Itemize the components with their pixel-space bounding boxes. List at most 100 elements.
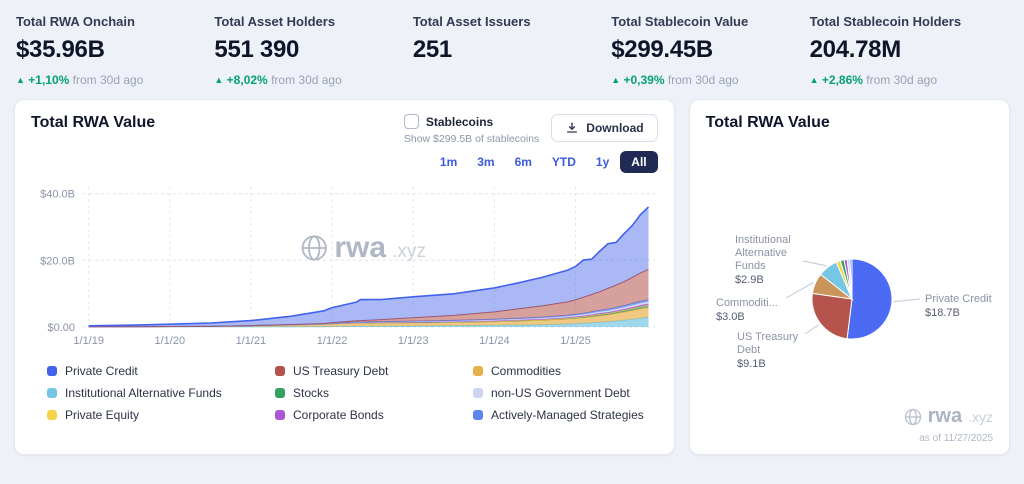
legend-swatch (473, 366, 483, 376)
svg-text:$9.1B: $9.1B (737, 358, 766, 370)
up-triangle-icon: ▲ (809, 75, 819, 85)
legend-swatch (47, 366, 57, 376)
legend-label: US Treasury Debt (293, 364, 389, 378)
stablecoins-toggle-block: Stablecoins Show $299.5B of stablecoins (403, 114, 540, 145)
stat-value: $35.96B (16, 36, 105, 63)
range-tab-all[interactable]: All (620, 151, 658, 173)
chart-card-title: Total RWA Value (31, 114, 156, 131)
legend-swatch (473, 388, 483, 398)
legend-label: Corporate Bonds (293, 408, 384, 422)
legend-item[interactable]: Private Equity (47, 408, 275, 422)
legend-item[interactable]: Corporate Bonds (275, 408, 473, 422)
cards-row: Total RWA Value Stablecoins Show $299.5B… (14, 99, 1010, 455)
stat-card: Total Asset Holders 551 390 ▲ +8,02% from … (214, 14, 412, 87)
legend-label: Institutional Alternative Funds (65, 386, 222, 400)
range-tab-1y[interactable]: 1y (587, 151, 618, 173)
stat-label: Total Stablecoin Holders (809, 14, 962, 29)
legend-item[interactable]: Institutional Alternative Funds (47, 386, 275, 400)
legend-item[interactable]: Private Credit (47, 364, 275, 378)
svg-text:1/1/24: 1/1/24 (479, 335, 510, 347)
stat-label: Total RWA Onchain (16, 14, 135, 29)
up-triangle-icon: ▲ (16, 75, 25, 85)
chart-controls: Stablecoins Show $299.5B of stablecoins … (403, 114, 658, 145)
area-chart-wrap: $0.00 $20.0B $40.0B 1/1/19 1/1/20 1/1/21 1/1/2… (31, 177, 658, 354)
svg-text:Commoditi...: Commoditi... (716, 297, 778, 309)
legend-item[interactable]: Commodities (473, 364, 658, 378)
svg-text:1/1/21: 1/1/21 (236, 335, 267, 347)
stat-change: ▲ +1,10% from 30d ago (16, 73, 144, 87)
total-rwa-value-pie-card: Total RWA Value Private Credit $18.7B US T… (688, 99, 1010, 455)
legend-label: Commodities (491, 364, 562, 378)
stat-label: Total Asset Issuers (412, 14, 531, 29)
stat-value: 251 (412, 36, 452, 63)
legend-label: Private Credit (65, 364, 138, 378)
range-tab-6m[interactable]: 6m (506, 151, 541, 173)
stablecoins-label[interactable]: Stablecoins (425, 114, 494, 129)
legend-swatch (473, 410, 483, 420)
svg-text:1/1/25: 1/1/25 (560, 335, 591, 347)
legend-label: non-US Government Debt (491, 386, 630, 400)
stat-value: 204.78M (809, 36, 902, 63)
stat-change: ▲ +2,86% from 30d ago (809, 73, 937, 87)
svg-text:Funds: Funds (735, 260, 766, 272)
download-icon (567, 122, 578, 133)
legend-swatch (275, 366, 285, 376)
stat-value: 551 390 (214, 36, 300, 63)
left-card-header: Total RWA Value Stablecoins Show $299.5B… (31, 114, 658, 145)
legend-item[interactable]: non-US Government Debt (473, 386, 658, 400)
range-tab-1m[interactable]: 1m (431, 151, 466, 173)
svg-text:Institutional: Institutional (735, 234, 791, 246)
stablecoins-caption: Show $299.5B of stablecoins (403, 133, 540, 145)
svg-text:1/1/23: 1/1/23 (398, 335, 429, 347)
svg-text:$0.00: $0.00 (47, 322, 75, 334)
as-of-date: as of 11/27/2025 (919, 433, 993, 444)
legend-item[interactable]: Stocks (275, 386, 473, 400)
pie-card-title: Total RWA Value (705, 114, 830, 131)
svg-text:US Treasury: US Treasury (737, 331, 799, 343)
rwa-dashboard: Total RWA Onchain $35.96B ▲ +1,10% from 30… (14, 12, 1010, 455)
legend-item[interactable]: US Treasury Debt (275, 364, 473, 378)
range-tabs: 1m 3m 6m YTD 1y All (31, 151, 658, 173)
stat-value: $299.45B (611, 36, 713, 63)
legend-swatch (47, 388, 57, 398)
svg-text:$20.0B: $20.0B (40, 255, 75, 267)
legend-swatch (275, 410, 285, 420)
stat-card: Total Stablecoin Holders 204.78M ▲ +2,86% … (810, 14, 1008, 87)
download-button[interactable]: Download (551, 114, 658, 142)
svg-text:Debt: Debt (737, 344, 760, 356)
download-label: Download (586, 121, 644, 135)
svg-text:1/1/20: 1/1/20 (155, 335, 186, 347)
svg-text:$2.9B: $2.9B (735, 274, 764, 286)
legend-label: Actively-Managed Strategies (491, 408, 644, 422)
stat-card: Total RWA Onchain $35.96B ▲ +1,10% from 30… (16, 14, 214, 87)
svg-text:1/1/19: 1/1/19 (73, 335, 104, 347)
legend-item[interactable]: Actively-Managed Strategies (473, 408, 658, 422)
stat-card: Total Stablecoin Value $299.45B ▲ +0,39% f… (611, 14, 809, 87)
stat-change: ▲ +0,39% from 30d ago (611, 73, 739, 87)
svg-text:Private Credit: Private Credit (925, 293, 992, 305)
stat-label: Total Asset Holders (214, 14, 336, 29)
chart-legend: Private Credit US Treasury Debt Commoditie… (31, 364, 658, 422)
legend-swatch (47, 410, 57, 420)
svg-text:$40.0B: $40.0B (40, 189, 75, 201)
stat-change (413, 73, 611, 87)
stat-label: Total Stablecoin Value (611, 14, 749, 29)
up-triangle-icon: ▲ (611, 75, 621, 85)
legend-label: Private Equity (65, 408, 140, 422)
rwa-area-chart[interactable]: $0.00 $20.0B $40.0B 1/1/19 1/1/20 1/1/21 1/1/2… (31, 177, 661, 349)
total-rwa-value-chart-card: Total RWA Value Stablecoins Show $299.5B… (14, 99, 675, 455)
range-tab-3m[interactable]: 3m (468, 151, 503, 173)
stablecoins-checkbox[interactable] (403, 114, 419, 129)
stats-row: Total RWA Onchain $35.96B ▲ +1,10% from 30… (14, 12, 1010, 99)
legend-swatch (275, 388, 285, 398)
range-tab-ytd[interactable]: YTD (543, 151, 585, 173)
stat-change: ▲ +8,02% from 30d ago (214, 73, 342, 87)
legend-label: Stocks (293, 386, 330, 400)
svg-text:1/1/22: 1/1/22 (317, 335, 348, 347)
svg-text:$18.7B: $18.7B (925, 307, 960, 319)
svg-text:Alternative: Alternative (735, 247, 787, 259)
svg-text:$3.0B: $3.0B (716, 311, 745, 323)
stat-card: Total Asset Issuers 251 (413, 14, 611, 87)
up-triangle-icon: ▲ (214, 75, 224, 85)
